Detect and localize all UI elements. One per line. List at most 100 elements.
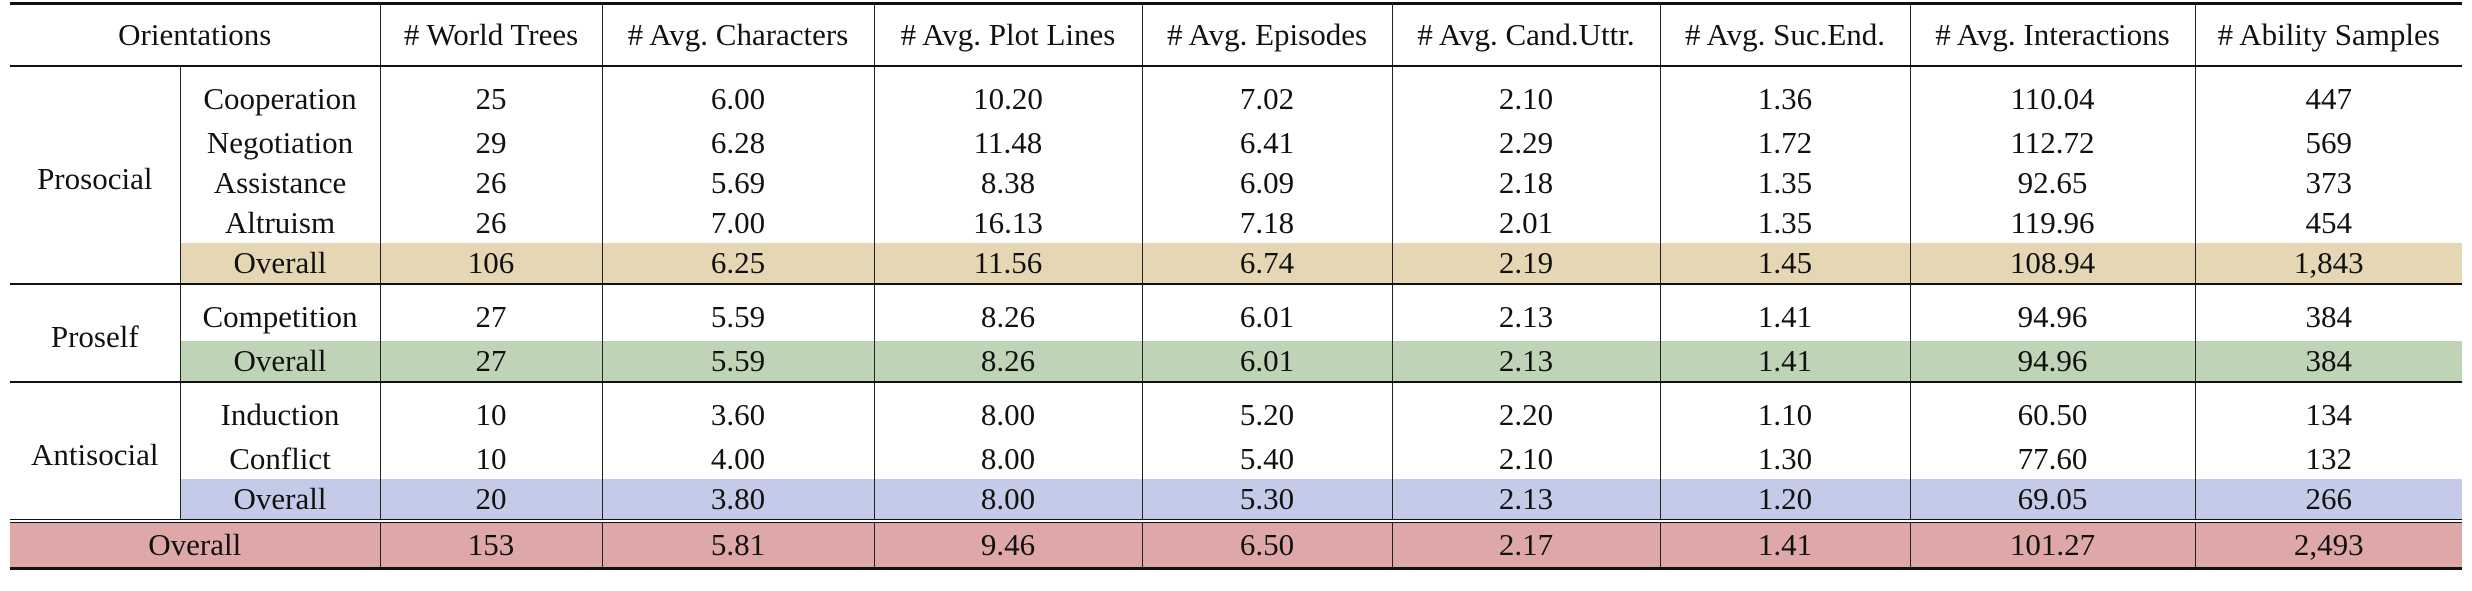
cell-avg-cand-uttr: 2.20 [1391, 381, 1660, 439]
cell-avg-suc-end: 1.20 [1659, 479, 1910, 521]
cell-avg-suc-end: 1.10 [1659, 381, 1910, 439]
header-orientations: Orientations [10, 2, 380, 67]
cell-world-trees: 106 [379, 243, 602, 284]
cell-avg-plot-lines: 8.00 [873, 479, 1142, 521]
cell-avg-plot-lines: 10.20 [873, 66, 1142, 123]
cell-ability-samples: 132 [2194, 439, 2462, 479]
header-ability-samples: # Ability Samples [2194, 2, 2462, 67]
cell-ability-samples: 373 [2194, 163, 2462, 203]
row-name: Assistance [213, 165, 347, 200]
cell-avg-characters: 5.69 [601, 163, 874, 203]
cell-avg-suc-end: 1.41 [1659, 341, 1910, 382]
cell-avg-suc-end: 1.45 [1659, 243, 1910, 284]
cell-avg-episodes: 5.40 [1141, 439, 1392, 479]
group-label-antisocial: Antisocial [10, 381, 181, 521]
cell-avg-plot-lines: 8.38 [873, 163, 1142, 203]
overall-row-antisocial: Overall 20 3.80 8.00 5.30 2.13 1.20 69.0… [10, 479, 2462, 521]
cell-avg-episodes: 7.02 [1141, 66, 1392, 123]
cell-avg-plot-lines: 8.00 [873, 381, 1142, 439]
cell-avg-plot-lines: 8.26 [873, 283, 1142, 341]
cell-avg-characters: 6.28 [601, 123, 874, 163]
cell-avg-episodes: 5.30 [1141, 479, 1392, 521]
header-avg-characters: # Avg. Characters [601, 2, 874, 67]
table-row: Negotiation 29 6.28 11.48 6.41 2.29 1.72… [10, 123, 2462, 163]
cell-world-trees: 25 [379, 66, 602, 123]
overall-row-proself: Overall 27 5.59 8.26 6.01 2.13 1.41 94.9… [10, 341, 2462, 382]
cell-avg-episodes: 6.09 [1141, 163, 1392, 203]
cell-avg-interactions: 69.05 [1909, 479, 2195, 521]
cell-avg-interactions: 119.96 [1909, 203, 2195, 243]
row-name: Overall [180, 341, 380, 382]
cell-world-trees: 27 [379, 341, 602, 382]
header-row: Orientations # World Trees # Avg. Charac… [10, 2, 2462, 67]
statistics-table: Orientations # World Trees # Avg. Charac… [10, 2, 2462, 570]
cell-ability-samples: 447 [2194, 66, 2462, 123]
cell-ability-samples: 569 [2194, 123, 2462, 163]
table-row: Prosocial Cooperation 25 6.00 10.20 7.02… [10, 66, 2462, 284]
header-avg-plot-lines: # Avg. Plot Lines [873, 2, 1142, 67]
overall-row-total: Overall 153 5.81 9.46 6.50 2.17 1.41 101… [10, 519, 2462, 570]
cell-avg-cand-uttr: 2.13 [1391, 341, 1660, 382]
cell-avg-cand-uttr: 2.13 [1391, 283, 1660, 341]
table-row: Assistance 26 5.69 8.38 6.09 2.18 1.35 9… [10, 163, 2462, 203]
cell-ability-samples: 384 [2194, 283, 2462, 341]
cell-ability-samples: 384 [2194, 341, 2462, 382]
row-name: Induction [180, 381, 380, 439]
row-name: Cooperation [203, 81, 357, 116]
cell-avg-episodes: 6.01 [1141, 341, 1392, 382]
cell-avg-episodes: 7.18 [1141, 203, 1392, 243]
cell-avg-interactions: 112.72 [1909, 123, 2195, 163]
table-row: Altruism 26 7.00 16.13 7.18 2.01 1.35 11… [10, 203, 2462, 243]
cell-avg-suc-end: 1.72 [1659, 123, 1910, 163]
cell-avg-plot-lines: 11.48 [873, 123, 1142, 163]
row-name: Altruism [224, 205, 336, 240]
header-avg-interactions: # Avg. Interactions [1909, 2, 2195, 67]
cell-avg-interactions: 94.96 [1909, 341, 2195, 382]
cell-avg-plot-lines: 11.56 [873, 243, 1142, 284]
row-name: Conflict [229, 441, 331, 476]
cell-ability-samples: 1,843 [2194, 243, 2462, 284]
cell-avg-characters: 3.60 [601, 381, 874, 439]
header-avg-episodes: # Avg. Episodes [1141, 2, 1392, 67]
cell-avg-episodes: 5.20 [1141, 381, 1392, 439]
cell-avg-interactions: 92.65 [1909, 163, 2195, 203]
cell-avg-plot-lines: 9.46 [873, 519, 1142, 570]
row-name: Competition [180, 283, 380, 341]
cell-avg-characters: 6.25 [601, 243, 874, 284]
cell-ability-samples: 266 [2194, 479, 2462, 521]
header-avg-cand-uttr: # Avg. Cand.Uttr. [1391, 2, 1660, 67]
row-name: Negotiation [206, 125, 354, 160]
cell-avg-characters: 5.81 [601, 519, 874, 570]
cell-avg-interactions: 60.50 [1909, 381, 2195, 439]
cell-avg-cand-uttr: 2.29 [1391, 123, 1660, 163]
cell-avg-suc-end: 1.41 [1659, 519, 1910, 570]
group-label-proself: Proself [10, 283, 181, 382]
table-row: Antisocial Induction 10 3.60 8.00 5.20 2… [10, 381, 2462, 521]
cell-world-trees: 27 [379, 283, 602, 341]
cell-avg-suc-end: 1.41 [1659, 283, 1910, 341]
table-row: Conflict 10 4.00 8.00 5.40 2.10 1.30 77.… [10, 439, 2462, 479]
cell-world-trees: 29 [379, 123, 602, 163]
cell-world-trees: 10 [379, 439, 602, 479]
row-name: Overall [10, 519, 380, 570]
cell-avg-cand-uttr: 2.19 [1391, 243, 1660, 284]
group-label-prosocial: Prosocial [10, 66, 181, 284]
header-world-trees: # World Trees [379, 2, 602, 67]
cell-avg-interactions: 110.04 [1909, 66, 2195, 123]
cell-avg-interactions: 108.94 [1909, 243, 2195, 284]
cell-avg-characters: 7.00 [601, 203, 874, 243]
cell-avg-cand-uttr: 2.01 [1391, 203, 1660, 243]
cell-avg-plot-lines: 16.13 [873, 203, 1142, 243]
cell-ability-samples: 134 [2194, 381, 2462, 439]
cell-avg-episodes: 6.41 [1141, 123, 1392, 163]
cell-avg-characters: 5.59 [601, 283, 874, 341]
cell-avg-characters: 4.00 [601, 439, 874, 479]
cell-world-trees: 20 [379, 479, 602, 521]
cell-avg-cand-uttr: 2.17 [1391, 519, 1660, 570]
cell-avg-episodes: 6.01 [1141, 283, 1392, 341]
cell-world-trees: 26 [379, 203, 602, 243]
cell-avg-cand-uttr: 2.18 [1391, 163, 1660, 203]
row-name: Overall [180, 243, 380, 284]
cell-avg-episodes: 6.50 [1141, 519, 1392, 570]
cell-avg-suc-end: 1.35 [1659, 203, 1910, 243]
